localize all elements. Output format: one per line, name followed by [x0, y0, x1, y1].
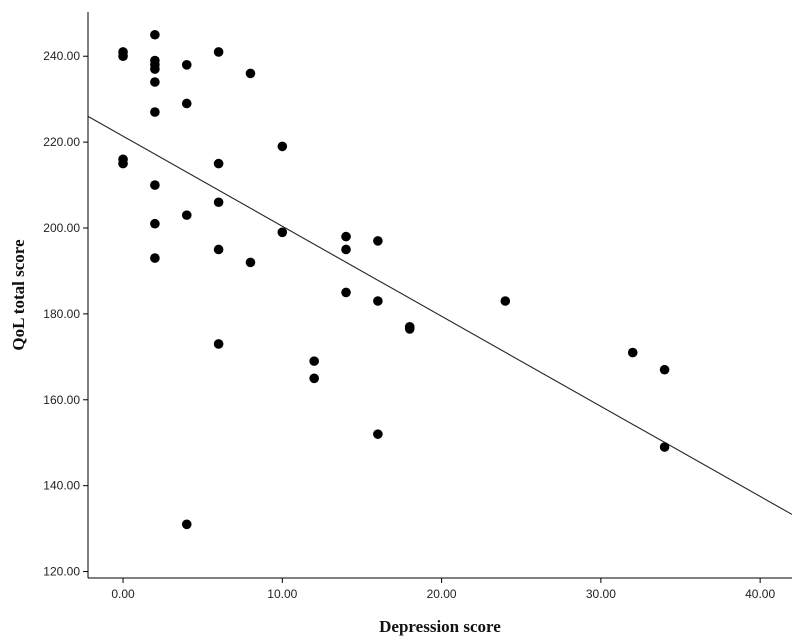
x-tick-label: 0.00: [111, 587, 135, 601]
regression-fit-line: [87, 115, 793, 515]
data-point: [150, 218, 160, 229]
data-point: [277, 141, 288, 152]
data-point: [659, 442, 670, 452]
x-tick-label: 10.00: [267, 587, 297, 601]
y-axis: 120.00 140.00 160.00 180.00 200.00 220.00 240.…: [43, 12, 89, 579]
data-point: [309, 373, 319, 384]
y-tick-label: 220.00: [43, 135, 80, 149]
data-point: [118, 158, 128, 169]
data-point: [150, 180, 160, 190]
data-point: [150, 64, 160, 74]
data-point: [341, 231, 351, 242]
x-tick-label: 20.00: [427, 587, 457, 601]
x-tick-label: 40.00: [745, 587, 775, 601]
data-point: [373, 429, 383, 439]
data-point: [373, 236, 383, 246]
data-point: [245, 257, 256, 268]
data-point: [341, 244, 351, 255]
data-point: [404, 324, 415, 334]
data-point: [181, 210, 192, 220]
data-point: [150, 77, 160, 87]
data-point: [500, 296, 511, 306]
data-point: [373, 296, 383, 306]
y-tick-label: 240.00: [43, 49, 80, 63]
data-point: [150, 253, 160, 263]
y-tick-label: 120.00: [43, 565, 80, 579]
data-point: [181, 98, 192, 109]
x-axis-title: Depression score: [379, 617, 501, 636]
y-tick-label: 140.00: [43, 479, 80, 493]
data-point: [213, 158, 224, 169]
data-point: [627, 347, 638, 358]
x-tick-label: 30.00: [586, 587, 616, 601]
y-tick-label: 180.00: [43, 307, 80, 321]
data-points: [118, 29, 670, 530]
data-point: [150, 29, 160, 40]
data-point: [213, 47, 224, 57]
y-axis-title: QoL total score: [9, 239, 28, 351]
data-point: [309, 356, 319, 366]
data-point: [341, 287, 351, 298]
data-point: [277, 227, 288, 238]
data-point: [245, 68, 256, 79]
y-tick-label: 160.00: [43, 393, 80, 407]
data-point: [213, 339, 224, 349]
data-point: [181, 60, 192, 70]
x-axis: 0.00 10.00 20.00 30.00 40.00: [88, 577, 792, 601]
y-tick-label: 200.00: [43, 221, 80, 235]
data-point: [150, 107, 160, 117]
data-point: [181, 519, 192, 530]
data-point: [213, 244, 224, 255]
data-point: [118, 51, 128, 62]
data-point: [659, 364, 670, 375]
data-point: [213, 197, 224, 208]
